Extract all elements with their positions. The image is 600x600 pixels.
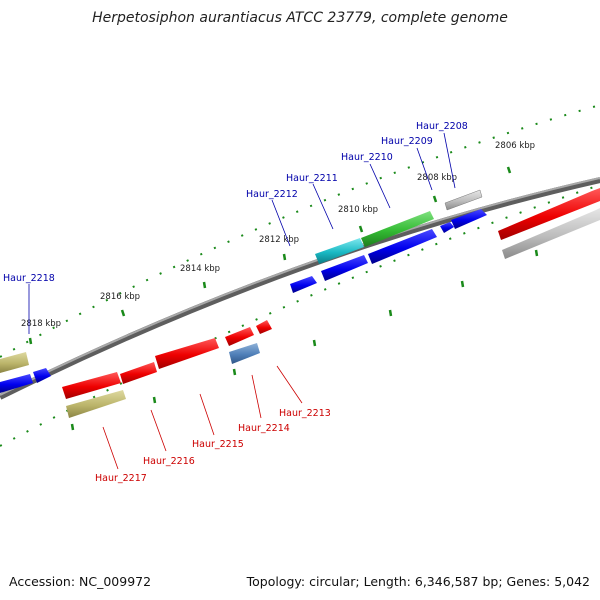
inner-ruler-ticks xyxy=(70,249,539,431)
gene-haur-2208 xyxy=(444,189,483,211)
forward-gene-labels: Haur_2208 Haur_2209 Haur_2210 Haur_2211 … xyxy=(3,121,468,284)
gene-label-haur-2218: Haur_2218 xyxy=(3,273,55,284)
accession-text: Accession: NC_009972 xyxy=(9,574,152,589)
map-title: Herpetosiphon aurantiacus ATCC 23779, co… xyxy=(92,10,508,26)
reverse-leader-lines xyxy=(102,365,303,470)
gene-label-haur-2216: Haur_2216 xyxy=(143,456,195,467)
gene-haur-2216 xyxy=(120,362,157,384)
gene-haur-2210 xyxy=(361,211,434,247)
gene-forward-blue-a xyxy=(451,209,487,229)
gene-label-haur-2211: Haur_2211 xyxy=(286,173,338,184)
ruler-label-2810: 2810 kbp xyxy=(338,205,378,215)
gene-haur-2217 xyxy=(62,372,121,399)
gene-label-haur-2213: Haur_2213 xyxy=(279,408,331,419)
gene-label-haur-2217: Haur_2217 xyxy=(95,473,147,484)
gene-haur-2214-upper xyxy=(225,327,254,346)
ruler-label-2814: 2814 kbp xyxy=(180,264,220,274)
ruler-label-2806: 2806 kbp xyxy=(495,141,535,151)
gene-haur-2215 xyxy=(155,338,219,369)
ruler-label-2812: 2812 kbp xyxy=(259,235,299,245)
ruler-label-2818: 2818 kbp xyxy=(21,319,61,329)
gene-forward-red-right xyxy=(498,188,600,240)
ruler-label-2808: 2808 kbp xyxy=(417,173,457,183)
gene-label-haur-2212: Haur_2212 xyxy=(246,189,298,200)
ruler-label-2816: 2816 kbp xyxy=(100,292,140,302)
genome-backbone-highlight xyxy=(0,177,600,396)
gene-haur-2212 xyxy=(290,276,317,293)
outer-ruler-ticks xyxy=(28,166,512,345)
gene-label-haur-2210: Haur_2210 xyxy=(341,152,393,163)
reverse-gene-labels: Haur_2213 Haur_2214 Haur_2215 Haur_2216 … xyxy=(95,408,331,484)
gene-haur-2211 xyxy=(315,238,364,264)
reverse-genes xyxy=(62,208,600,418)
ruler-labels: 2806 kbp 2808 kbp 2810 kbp 2812 kbp 2814… xyxy=(21,141,535,329)
genome-backbone xyxy=(0,177,600,400)
topology-text: Topology: circular; Length: 6,346,587 bp… xyxy=(246,574,590,589)
gene-label-haur-2209: Haur_2209 xyxy=(381,136,433,147)
forward-leader-lines xyxy=(28,132,456,334)
gene-forward-blue-small xyxy=(33,368,51,383)
gene-forward-olive-left xyxy=(0,352,29,373)
gene-label-haur-2208: Haur_2208 xyxy=(416,121,468,132)
gene-forward-blue-b xyxy=(368,229,437,264)
gene-reverse-olive xyxy=(66,390,126,418)
gene-haur-2209 xyxy=(440,222,454,233)
gene-label-haur-2215: Haur_2215 xyxy=(192,439,244,450)
gene-reverse-grey-right xyxy=(502,208,600,259)
gene-haur-2218 xyxy=(0,374,33,393)
gene-haur-2214 xyxy=(229,343,260,364)
gene-forward-blue-c xyxy=(321,255,368,281)
gene-haur-2213 xyxy=(256,320,272,334)
gene-label-haur-2214: Haur_2214 xyxy=(238,423,290,434)
forward-genes xyxy=(0,188,600,393)
